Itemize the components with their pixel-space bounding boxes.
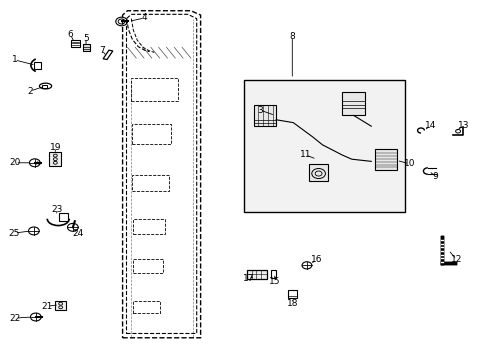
Bar (132, 125, 171, 144)
Bar (55, 301, 66, 310)
Bar (133, 259, 162, 273)
Text: 19: 19 (49, 143, 61, 152)
Bar (131, 78, 177, 101)
Text: 12: 12 (450, 255, 461, 264)
Bar (246, 270, 267, 279)
Bar (49, 152, 61, 166)
Text: 22: 22 (10, 314, 21, 323)
Bar (42, 85, 47, 88)
Bar (133, 301, 160, 313)
Bar (82, 44, 90, 51)
Bar (254, 105, 276, 126)
Bar (34, 62, 41, 69)
Bar (308, 163, 328, 181)
Text: 14: 14 (424, 121, 436, 130)
Text: 9: 9 (432, 172, 438, 181)
Bar (374, 149, 396, 170)
Bar (271, 270, 276, 278)
Text: 20: 20 (10, 158, 21, 167)
Text: 3: 3 (257, 105, 263, 114)
Text: 10: 10 (403, 159, 414, 168)
Bar (59, 213, 68, 221)
Text: 16: 16 (310, 255, 322, 264)
Bar (341, 92, 365, 116)
Bar (133, 220, 164, 234)
Bar (132, 175, 168, 191)
Text: 11: 11 (299, 150, 310, 159)
Text: 23: 23 (51, 205, 62, 214)
Bar (71, 40, 80, 46)
Text: 18: 18 (286, 299, 297, 308)
Text: 7: 7 (99, 46, 104, 55)
Text: 1: 1 (11, 55, 17, 64)
Text: 8: 8 (289, 32, 295, 41)
Bar (244, 80, 405, 212)
Text: 2: 2 (27, 86, 33, 95)
Text: 4: 4 (142, 13, 147, 22)
Text: 21: 21 (41, 302, 53, 311)
Text: 24: 24 (72, 229, 83, 238)
Bar (288, 290, 297, 298)
Text: 25: 25 (9, 229, 20, 238)
Text: 5: 5 (83, 34, 89, 43)
Text: 6: 6 (67, 30, 73, 39)
Text: 13: 13 (457, 121, 468, 130)
Text: 15: 15 (268, 276, 280, 285)
Text: 17: 17 (242, 274, 254, 283)
